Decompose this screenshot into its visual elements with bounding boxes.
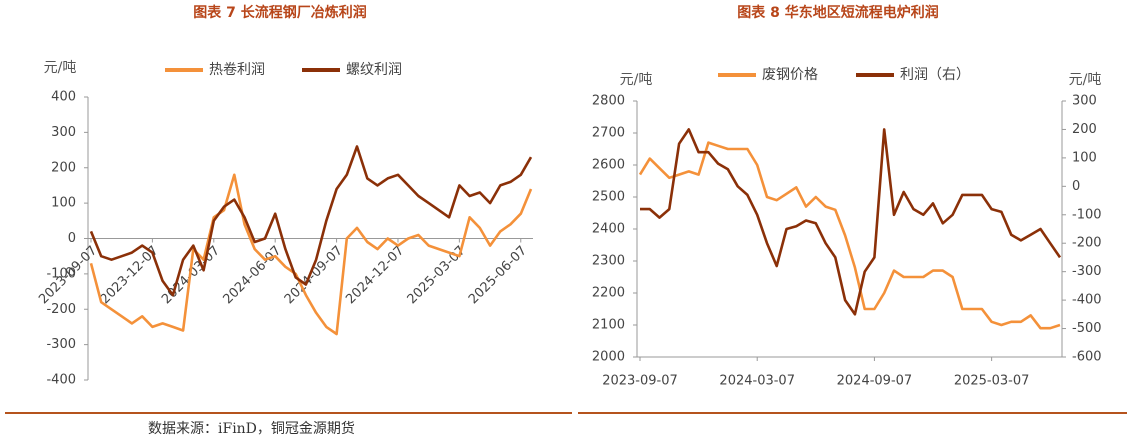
series-line [640,128,1062,316]
legend-label: 废钢价格 [762,67,818,83]
legend-label: 热卷利润 [209,62,265,78]
y-tick-label: -200 [46,302,76,317]
y-tick-label: 300 [51,125,76,140]
source: 数据来源：iFinD，铜冠金源期货 [148,420,355,437]
y2-tick-label: 200 [1072,122,1097,137]
y-unit: 元/吨 [44,60,77,76]
y2-tick-label: 300 [1072,94,1097,109]
y2-tick-label: -400 [1072,293,1102,308]
series-line [89,145,533,297]
series-line [89,173,533,336]
y-tick-label: -300 [46,337,76,352]
x-tick-label: 2024-03-07 [719,374,795,389]
y2-tick-label: -300 [1072,264,1102,279]
y2-tick-label: -100 [1072,207,1102,222]
y-unit: 元/吨 [620,72,653,88]
x-tick-label: 2025-06-07 [466,243,530,307]
x-tick-label: 2024-09-07 [837,374,913,389]
y-tick-label: -100 [46,266,76,281]
y-tick-label: 2300 [592,254,625,269]
y-tick-label: 2100 [592,318,625,333]
y2-tick-label: -500 [1072,321,1102,336]
legend-label: 利润（右） [900,67,970,83]
y2-tick-label: -200 [1072,236,1102,251]
y-tick-label: 2000 [592,350,625,365]
y-tick-label: 2700 [592,126,625,141]
y-tick-label: -400 [46,373,76,388]
y-tick-label: 200 [51,160,76,175]
x-tick-label: 2024-12-07 [343,243,407,307]
chart-title: 图表 8 华东地区短流程电炉利润 [737,4,939,21]
chart-title: 图表 7 长流程钢厂冶炼利润 [193,4,367,21]
series-line [638,141,1061,330]
y-tick-label: 2200 [592,286,625,301]
y-tick-label: 2400 [592,222,625,237]
x-tick-label: 2025-03-07 [954,374,1030,389]
y-tick-label: 0 [68,231,76,246]
y-tick-label: 100 [51,196,76,211]
y2-tick-label: 0 [1072,179,1080,194]
legend-label: 螺纹利润 [346,62,402,78]
y2-tick-label: 100 [1072,150,1097,165]
y-tick-label: 400 [51,90,76,105]
y2-tick-label: -600 [1072,350,1102,365]
y-tick-label: 2800 [592,94,625,109]
y2-unit: 元/吨 [1069,72,1102,88]
y-tick-label: 2600 [592,158,625,173]
y-tick-label: 2500 [592,190,625,205]
x-tick-label: 2023-09-07 [602,374,678,389]
x-tick-label: 2024-09-07 [282,243,346,307]
x-tick-label: 2024-06-07 [220,243,284,307]
